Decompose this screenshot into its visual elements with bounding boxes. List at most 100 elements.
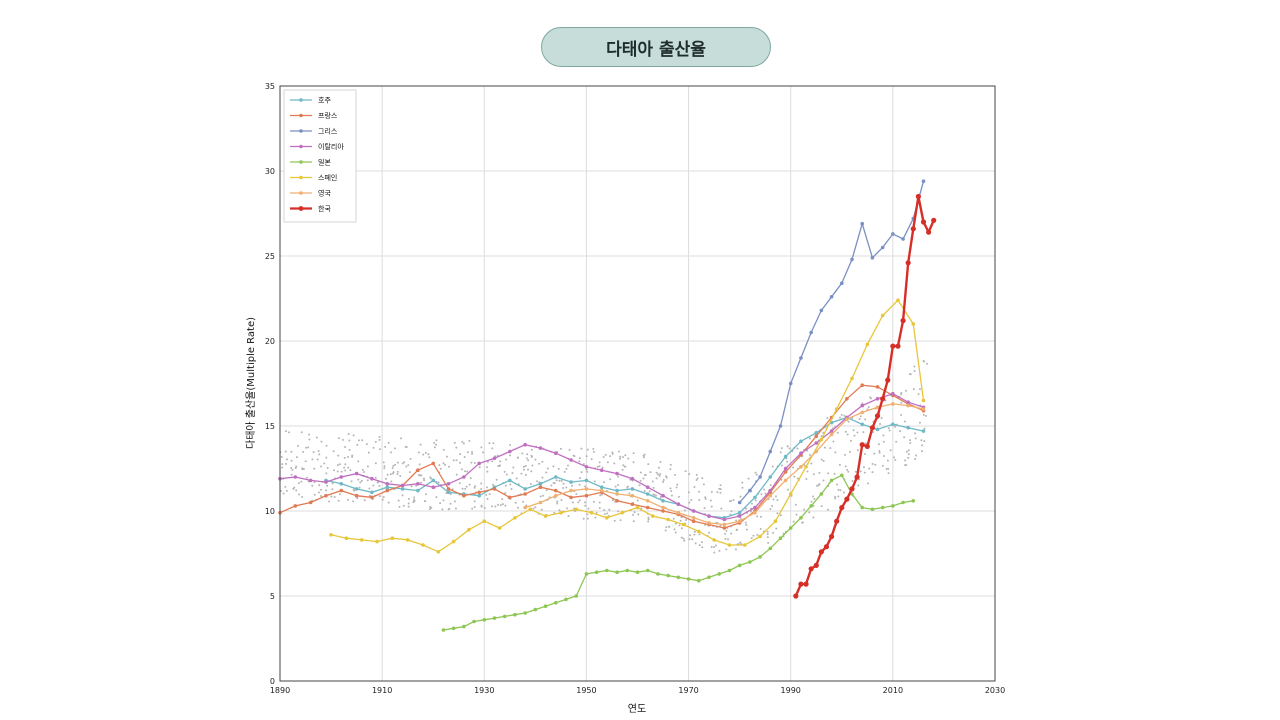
background-point [469,477,472,480]
background-point [669,487,672,490]
background-point [885,467,888,470]
series-point [497,526,502,530]
background-point [636,499,639,502]
background-point [559,447,562,450]
background-point [670,494,673,497]
series-point [656,572,660,576]
background-point [836,431,839,434]
background-point [820,505,823,508]
background-point [621,456,624,459]
background-point [312,451,315,454]
background-point [455,459,458,462]
legend-swatch-marker [299,98,303,102]
series-point [737,510,742,515]
series-point [651,514,655,518]
background-point [853,434,856,437]
background-point [713,546,716,549]
background-point [624,465,627,468]
background-point [356,443,359,446]
background-point [308,438,311,441]
background-point [297,482,300,485]
background-point [710,545,713,548]
series-point [676,502,681,507]
background-point [843,414,846,417]
background-point [643,453,646,456]
background-point [693,530,696,533]
background-point [449,502,452,505]
series-point [839,281,844,286]
background-point [571,501,574,504]
series-point [834,407,839,411]
background-point [880,417,883,420]
background-point [460,468,463,471]
series-point [584,465,589,469]
background-point [592,500,595,503]
background-point [905,463,908,466]
background-point [338,493,341,496]
background-point [357,460,360,463]
series-point [788,381,793,386]
background-point [780,478,783,481]
series-point [538,482,543,486]
background-point [628,492,631,495]
background-point [714,544,717,547]
background-point [808,511,811,514]
background-point [295,489,298,492]
series-point [742,543,747,547]
series-point [635,505,640,510]
y-tick-label: 10 [265,507,275,516]
series-point [737,514,742,518]
background-point [801,521,804,524]
x-tick-label: 1970 [678,686,698,695]
series-point [405,538,410,542]
background-point [383,467,386,470]
background-point [326,484,329,487]
background-point [838,463,841,466]
background-point [744,521,747,524]
background-point [903,436,906,439]
background-point [786,488,789,491]
series-point [870,507,875,512]
background-point [365,443,368,446]
background-point [539,495,542,498]
background-point [407,502,410,505]
series-point [375,539,379,544]
series-point [630,487,635,491]
series-point [910,226,916,232]
background-point [844,465,847,468]
background-point [400,437,403,440]
background-point [471,507,474,510]
chart-title: 다태아 출산율 [541,27,771,67]
background-point [488,442,491,445]
series-point [783,466,788,471]
background-point [417,451,420,454]
background-point [317,449,320,452]
series-point [436,550,441,554]
background-point [752,534,755,537]
background-point [577,501,580,504]
background-point [760,515,763,518]
series-point [676,510,681,515]
series-point [737,563,742,568]
background-scatter [279,359,928,554]
background-point [745,523,748,526]
series-point [891,391,895,396]
series-point [707,521,711,525]
series-point [814,431,819,435]
series-point [921,398,926,403]
background-point [562,487,565,490]
background-point [822,460,825,463]
background-point [461,487,464,490]
x-tick-label: 1990 [781,686,801,695]
series-point [788,492,793,496]
series-line [739,181,925,503]
background-point [886,459,889,462]
background-point [889,449,892,452]
background-point [366,479,369,482]
background-point [347,466,350,469]
background-point [719,524,722,527]
plot-frame [279,85,996,682]
background-point [468,483,471,486]
background-point [282,492,285,495]
background-point [579,476,582,479]
